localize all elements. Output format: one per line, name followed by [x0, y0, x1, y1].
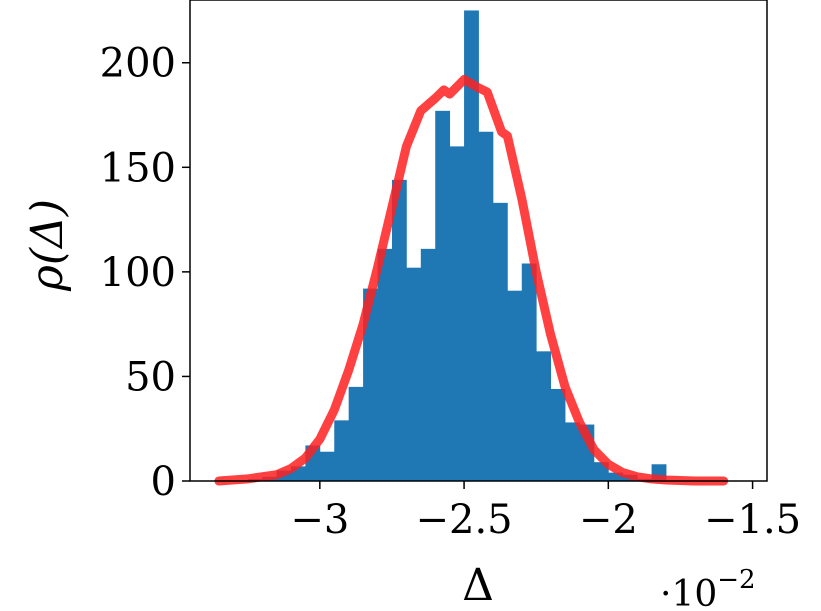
histogram-bar-12	[420, 248, 436, 481]
x-multiplier-exponent: −2	[717, 565, 755, 595]
x-tick-label-2: −2	[579, 497, 638, 543]
histogram-bar-6	[334, 420, 350, 481]
histogram-bars	[247, 10, 667, 482]
histogram-bar-21	[550, 388, 566, 481]
y-tick-label-3: 150	[100, 145, 176, 191]
x-tick-label-3: −1.5	[704, 497, 801, 543]
y-tick-label-4: 200	[100, 41, 176, 87]
histogram-bar-9	[377, 248, 393, 481]
y-tick-label-0: 0	[151, 459, 176, 505]
x-axis-ticks: −3 −2.5 −2 −1.5	[290, 481, 801, 543]
fit-curve-line	[214, 75, 729, 486]
y-tick-label-1: 50	[125, 354, 176, 400]
histogram-bar-13	[435, 110, 451, 482]
plot-frame	[189, 0, 768, 482]
x-multiplier-base: ·10	[660, 574, 717, 611]
histogram-bar-16	[478, 131, 494, 481]
y-tick-label-2: 100	[100, 250, 176, 296]
histogram-bar-7	[348, 386, 364, 481]
histogram-bar-15	[464, 10, 479, 482]
histogram-bar-14	[449, 146, 465, 482]
x-axis-label: Δ	[462, 560, 494, 611]
x-tick-label-0: −3	[290, 497, 349, 543]
x-axis-multiplier: ·10−2	[660, 565, 756, 611]
histogram-bar-5	[319, 451, 335, 481]
x-tick-label-1: −2.5	[416, 497, 513, 543]
y-axis-ticks: 0 50 100 150 200	[100, 41, 190, 505]
histogram-bar-11	[406, 267, 422, 481]
histogram-bar-18	[507, 290, 523, 481]
y-axis-label: ρ(Δ)	[22, 199, 73, 292]
histogram-bar-20	[536, 351, 552, 481]
histogram-bar-25	[608, 472, 624, 481]
histogram-bar-22	[565, 422, 580, 481]
histogram-bar-17	[492, 202, 508, 482]
histogram-bar-10	[391, 179, 407, 481]
histogram-bar-8	[363, 288, 378, 481]
histogram-bar-19	[521, 263, 537, 481]
